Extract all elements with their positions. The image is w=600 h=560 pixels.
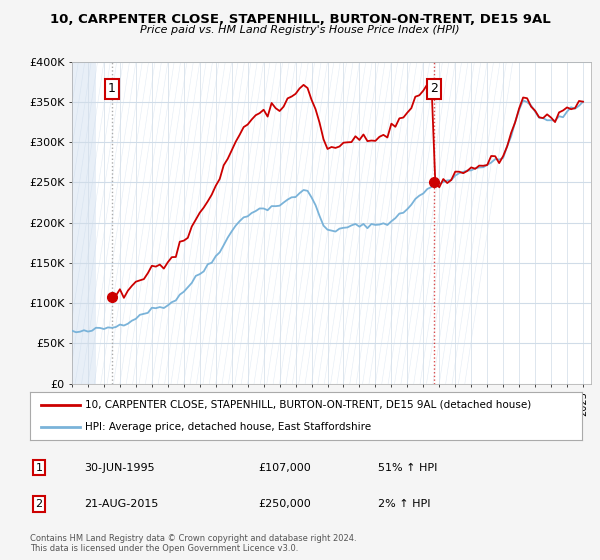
Bar bbox=[72, 62, 96, 384]
Text: 2: 2 bbox=[35, 499, 43, 509]
Text: 2: 2 bbox=[430, 82, 437, 95]
Text: Price paid vs. HM Land Registry's House Price Index (HPI): Price paid vs. HM Land Registry's House … bbox=[140, 25, 460, 35]
Text: £107,000: £107,000 bbox=[258, 463, 311, 473]
Text: 10, CARPENTER CLOSE, STAPENHILL, BURTON-ON-TRENT, DE15 9AL (detached house): 10, CARPENTER CLOSE, STAPENHILL, BURTON-… bbox=[85, 400, 532, 410]
Text: 1: 1 bbox=[35, 463, 43, 473]
Text: £250,000: £250,000 bbox=[258, 499, 311, 509]
Text: 2% ↑ HPI: 2% ↑ HPI bbox=[378, 499, 431, 509]
Text: 21-AUG-2015: 21-AUG-2015 bbox=[84, 499, 158, 509]
Text: 10, CARPENTER CLOSE, STAPENHILL, BURTON-ON-TRENT, DE15 9AL: 10, CARPENTER CLOSE, STAPENHILL, BURTON-… bbox=[50, 13, 550, 26]
Text: 51% ↑ HPI: 51% ↑ HPI bbox=[378, 463, 437, 473]
Text: 1: 1 bbox=[108, 82, 116, 95]
Text: 30-JUN-1995: 30-JUN-1995 bbox=[84, 463, 155, 473]
Text: HPI: Average price, detached house, East Staffordshire: HPI: Average price, detached house, East… bbox=[85, 422, 371, 432]
Text: Contains HM Land Registry data © Crown copyright and database right 2024.
This d: Contains HM Land Registry data © Crown c… bbox=[30, 534, 356, 553]
